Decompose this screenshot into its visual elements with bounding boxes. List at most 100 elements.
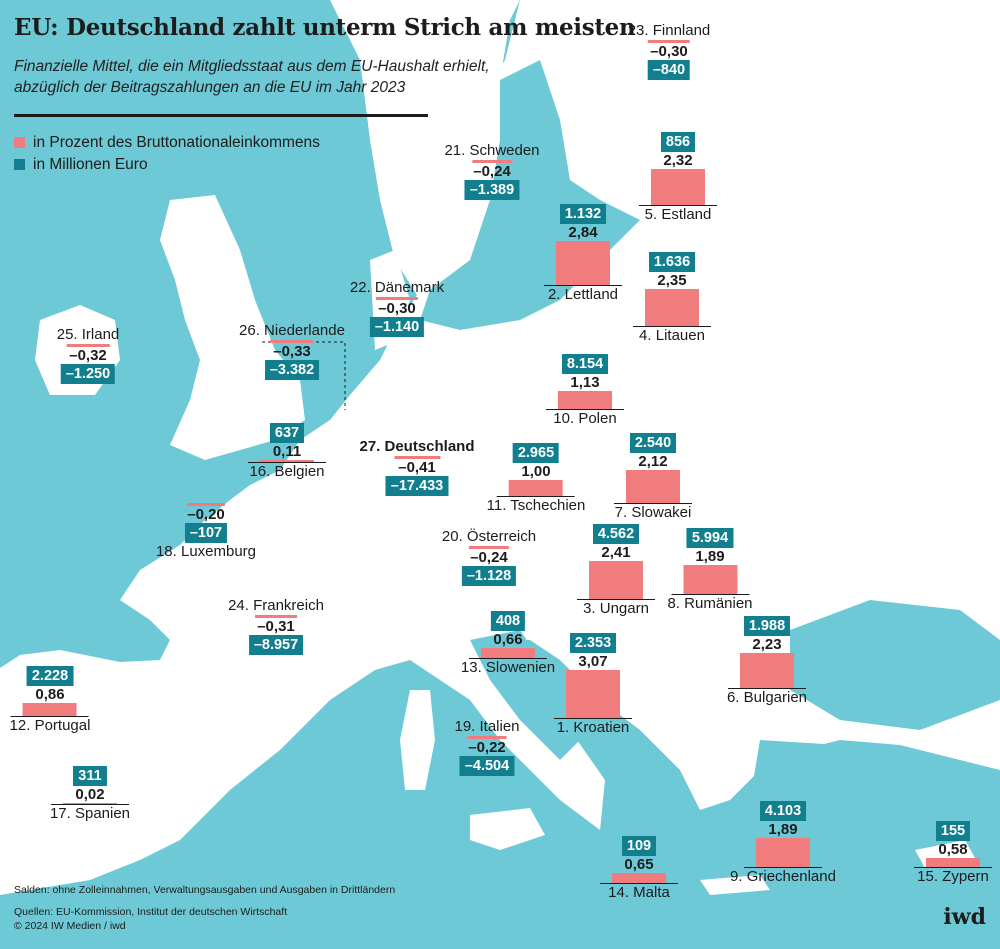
bar-baseline: [639, 205, 717, 206]
pct-value: 0,86: [35, 686, 65, 703]
country-name: 7. Slowakei: [614, 504, 692, 521]
eur-value: 2.353: [569, 633, 617, 653]
bar-baseline: [600, 883, 678, 884]
pct-value: 0,02: [75, 786, 105, 803]
eur-value: –8.957: [248, 635, 304, 655]
land-finland: [550, 0, 660, 190]
pct-bar: [626, 470, 680, 503]
bar-baseline: [248, 462, 326, 463]
pct-value: 1,00: [521, 463, 551, 480]
eur-value: 2.228: [26, 666, 74, 686]
pct-bar: [260, 460, 314, 462]
pct-bar: [558, 391, 612, 409]
country-name: 17. Spanien: [49, 805, 131, 822]
eur-value: 1.988: [743, 616, 791, 636]
country-niederlande: 26. Niederlande –0,33 –3.382: [239, 322, 345, 380]
pct-bar: [22, 703, 77, 716]
land-sardinia: [400, 690, 435, 790]
bar-baseline: [633, 326, 711, 327]
eur-value: 311: [73, 766, 107, 786]
bar-baseline: [544, 285, 622, 286]
pct-bar: [556, 241, 610, 285]
eur-value: –1.250: [60, 364, 116, 384]
eur-value: 1.132: [559, 204, 607, 224]
country-name: 21. Schweden: [444, 142, 540, 159]
country-name: 20. Österreich: [441, 528, 537, 545]
country-ungarn: 4.562 2,41 3. Ungarn: [577, 524, 655, 618]
pct-value: –0,22: [468, 739, 506, 756]
pct-value: –0,30: [378, 300, 416, 317]
country-portugal: 2.228 0,86 12. Portugal: [9, 666, 91, 735]
bar-baseline: [614, 503, 692, 504]
country-zypern: 155 0,58 15. Zypern: [914, 821, 992, 886]
pct-value: –0,33: [273, 343, 311, 360]
country-name: 11. Tschechien: [486, 497, 586, 514]
country-name: 12. Portugal: [9, 717, 91, 734]
eur-value: 856: [660, 132, 696, 152]
country-slowakei: 2.540 2,12 7. Slowakei: [614, 433, 692, 522]
eur-swatch-icon: [14, 159, 25, 170]
pct-value: 0,65: [624, 856, 654, 873]
eur-value: –1.389: [464, 180, 520, 200]
country-malta: 109 0,65 14. Malta: [600, 836, 678, 902]
eur-value: –3.382: [264, 360, 320, 380]
eur-value: 1.636: [648, 252, 696, 272]
country-frankreich: 24. Frankreich –0,31 –8.957: [228, 597, 324, 655]
bar-baseline: [497, 496, 575, 497]
country-name: 9. Griechenland: [730, 868, 836, 885]
sea-aegean: [750, 740, 880, 850]
eur-value: 5.994: [686, 528, 734, 548]
leader-line-niederlande: [262, 341, 346, 410]
pct-bar: [66, 344, 110, 347]
eur-value: 2.540: [629, 433, 677, 453]
country-slowenien: 408 0,66 13. Slowenien: [461, 611, 555, 677]
legend-eur-label: in Millionen Euro: [33, 156, 148, 173]
country-tschechien: 2.965 1,00 11. Tschechien: [486, 443, 586, 515]
bar-baseline: [10, 716, 89, 717]
pct-value: –0,24: [473, 163, 511, 180]
country-name: 15. Zypern: [917, 868, 989, 885]
bar-baseline: [671, 594, 749, 595]
bar-baseline: [50, 804, 129, 805]
pct-value: –0,31: [257, 618, 295, 635]
pct-bar: [186, 503, 225, 506]
pct-bar: [469, 546, 509, 549]
pct-bar: [255, 615, 297, 618]
country-name: 6. Bulgarien: [726, 689, 808, 706]
pct-value: –0,32: [69, 347, 107, 364]
bar-baseline: [744, 867, 822, 868]
eur-value: –1.128: [461, 566, 517, 586]
page-title: EU: Deutschland zahlt unterm Strich am m…: [14, 14, 636, 41]
country-name: 4. Litauen: [639, 327, 705, 344]
eur-value: 109: [621, 836, 657, 856]
country-litauen: 1.636 2,35 4. Litauen: [633, 252, 711, 345]
country-name: 25. Irland: [56, 326, 120, 343]
eur-value: 155: [935, 821, 971, 841]
pct-bar: [756, 838, 810, 867]
country-irland: 25. Irland –0,32 –1.250: [56, 326, 120, 384]
pct-value: 0,11: [272, 443, 302, 460]
bar-baseline: [914, 867, 992, 868]
pct-value: 1,89: [695, 548, 725, 565]
footnote: Salden: ohne Zolleinnahmen, Verwaltungsa…: [14, 884, 396, 896]
land-sicily: [470, 808, 545, 850]
pct-bar: [645, 289, 699, 326]
pct-bar: [471, 160, 512, 163]
pct-value: 2,41: [601, 544, 631, 561]
country-lettland: 1.132 2,84 2. Lettland: [544, 204, 622, 304]
pct-value: –0,24: [470, 549, 508, 566]
eur-value: 8.154: [561, 354, 609, 374]
pct-bar: [589, 561, 643, 599]
country-name: 8. Rumänien: [667, 595, 753, 612]
pct-value: 0,66: [493, 631, 523, 648]
pct-bar: [683, 565, 737, 594]
pct-value: 2,84: [568, 224, 598, 241]
country-rumaenien: 5.994 1,89 8. Rumänien: [667, 528, 753, 613]
country-name: 22. Dänemark: [349, 279, 445, 296]
pct-bar: [509, 480, 563, 496]
pct-bar: [467, 736, 507, 739]
country-name: 23. Finnland: [627, 22, 711, 39]
iwd-logo: iwd: [943, 904, 986, 930]
country-name: 3. Ungarn: [583, 600, 649, 617]
country-name: 26. Niederlande: [239, 322, 345, 339]
